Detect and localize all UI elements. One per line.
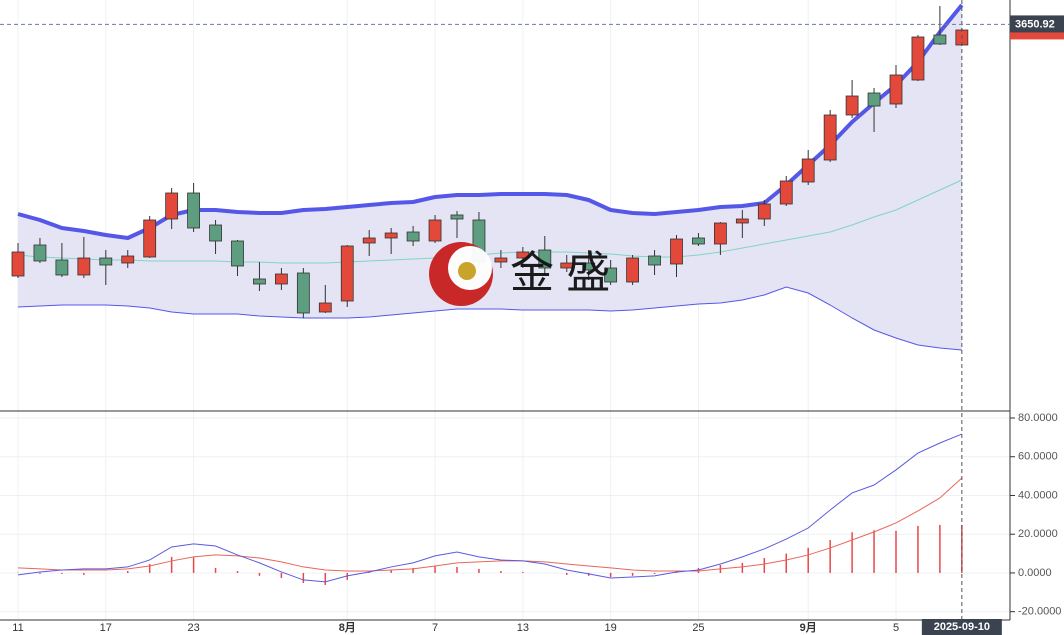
candle-body — [428, 219, 442, 242]
candle-body — [406, 231, 420, 242]
x-tick-label: 25 — [692, 622, 704, 634]
candle-body — [450, 214, 464, 220]
crosshair-date-label: 2025-09-10 — [934, 621, 990, 633]
dif-line — [17, 433, 963, 583]
candle-body — [165, 192, 179, 220]
candle-body — [384, 232, 398, 239]
x-tick-label: 8月 — [339, 621, 356, 634]
x-tick-label: 11 — [12, 622, 23, 634]
candle-body — [604, 267, 618, 283]
candle-body — [714, 222, 727, 245]
candle-body — [318, 302, 332, 313]
x-tick-label: 7 — [432, 622, 438, 634]
candle-body — [735, 218, 749, 224]
candle-body — [757, 203, 771, 220]
y-tick-label: 40.0000 — [1018, 489, 1058, 501]
candle-body — [823, 114, 837, 161]
band-lower — [17, 286, 962, 351]
candle-body — [779, 180, 793, 205]
candle-body — [648, 255, 661, 266]
x-tick-label: 9月 — [800, 621, 817, 634]
candle-body — [340, 245, 354, 302]
candle-body — [253, 278, 266, 285]
y-tick-label: -20.0000 — [1018, 606, 1061, 618]
candle-body — [33, 244, 47, 262]
price-panel — [11, 3, 969, 351]
candle-body — [867, 92, 881, 107]
y-tick-label: 0.0000 — [1018, 567, 1052, 579]
y-tick-label: 20.0000 — [1018, 528, 1058, 540]
candle-body — [187, 192, 201, 229]
candle-body — [692, 237, 705, 245]
candle-body — [845, 95, 859, 116]
candle-body — [626, 257, 639, 283]
candle-body — [11, 251, 25, 277]
candle-body — [274, 273, 288, 285]
candle-body — [516, 251, 530, 259]
candle-body — [889, 74, 903, 105]
candle-body — [231, 240, 244, 267]
dea-line — [17, 477, 963, 572]
logo-dot — [458, 262, 476, 280]
candle-body — [362, 237, 376, 244]
candle-body — [933, 34, 947, 45]
x-tick-label: 23 — [187, 622, 199, 634]
y-tick-label: 80.0000 — [1018, 412, 1058, 424]
x-tick-label: 5 — [893, 622, 899, 634]
candle-body — [801, 158, 815, 183]
candle-body — [55, 259, 69, 276]
candle-body — [538, 249, 552, 269]
x-tick-label: 13 — [517, 622, 529, 634]
y-tick-label: 60.0000 — [1018, 451, 1058, 463]
candle-body — [99, 257, 113, 266]
current-price-tag — [1010, 29, 1064, 40]
candle-body — [582, 262, 596, 271]
watermark-logo: 金 盛 — [429, 242, 610, 306]
candle-body — [121, 255, 135, 264]
crosshair-price-box — [1010, 15, 1064, 33]
candle-body — [296, 272, 310, 314]
crosshair-price-label: 3650.92 — [1015, 18, 1055, 30]
band-middle — [17, 179, 963, 264]
candle-body — [143, 219, 157, 258]
candle-body — [911, 36, 925, 81]
x-tick-label: 17 — [100, 622, 112, 634]
watermark-text: 金 盛 — [510, 249, 610, 298]
x-tick-label: 19 — [605, 622, 617, 634]
candle-body — [670, 238, 683, 265]
candle-body — [494, 257, 508, 263]
macd-panel — [17, 433, 963, 585]
candle-body — [77, 257, 91, 276]
crosshair-date-box — [921, 619, 1002, 635]
candle-body — [209, 224, 222, 242]
candle-body — [560, 262, 574, 269]
band-fill — [18, 5, 962, 350]
